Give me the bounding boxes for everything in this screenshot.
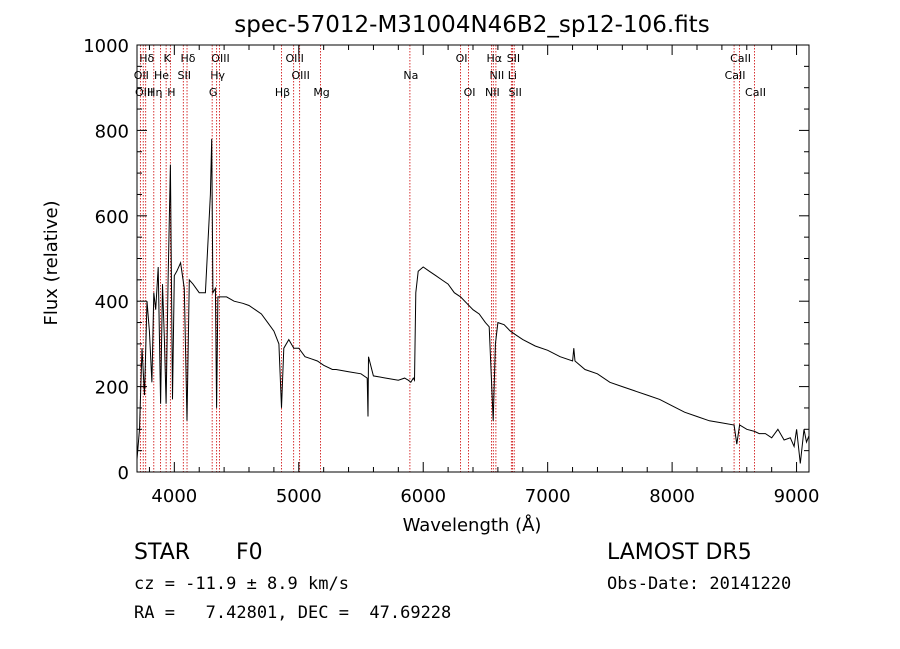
y-tick-label: 0 [118, 463, 129, 484]
spectral-line-label: OIII [211, 52, 229, 65]
spectral-line-label: H [167, 86, 175, 99]
y-tick-label: 800 [95, 121, 129, 142]
plot-axes: 4000 5000 6000 7000 8000 9000 0 200 400 600 800 100… [83, 36, 819, 507]
spectral-line-label: CaII [730, 52, 751, 65]
x-tick-label: 5000 [276, 486, 322, 507]
spectral-line-label: OII [134, 69, 149, 82]
spectral-line-label: SII [508, 86, 521, 99]
x-tick-label: 9000 [774, 486, 820, 507]
x-tick-label: 6000 [400, 486, 446, 507]
spectral-line-label: He [154, 69, 169, 82]
spectral-line-label: NII [485, 86, 500, 99]
spectral-line-label: CaII [745, 86, 766, 99]
spectral-line-label: OIII [285, 52, 303, 65]
spectral-line-label: SII [507, 52, 520, 65]
spectral-line-label: Hγ [210, 69, 225, 82]
plot-frame [136, 44, 810, 473]
object-subclass: F0 [236, 540, 263, 565]
spectral-line-label: Hδ [139, 52, 154, 65]
spectral-line-label: G [209, 86, 218, 99]
y-tick-label: 400 [95, 292, 129, 313]
chart-title: spec-57012-M31004N46B2_sp12-106.fits [234, 12, 709, 38]
spectral-line-label: SII [178, 69, 191, 82]
spectral-line-label: OIII [135, 86, 153, 99]
spectral-line-label: Mg [313, 86, 329, 99]
spectral-line-label: K [164, 52, 172, 65]
spectral-line-label: Hα [487, 52, 503, 65]
redshift-velocity: cz = -11.9 ± 8.9 km/s [134, 574, 349, 594]
spectral-line-label: Li [508, 69, 517, 82]
x-axis-label: Wavelength (Å) [403, 514, 542, 536]
spectral-line-label: Hβ [275, 86, 290, 99]
y-axis-label: Flux (relative) [41, 200, 62, 325]
y-tick-label: 200 [95, 378, 129, 399]
spectral-line-label: Hδ [181, 52, 196, 65]
x-tick-label: 4000 [151, 486, 197, 507]
spectrum-series-line [136, 138, 810, 464]
object-class: STAR [134, 540, 191, 565]
spectral-line-label: Na [403, 69, 418, 82]
observation-date: Obs-Date: 20141220 [607, 574, 792, 594]
spectral-line-label: OI [464, 86, 476, 99]
x-tick-label: 7000 [525, 486, 571, 507]
survey-name: LAMOST DR5 [607, 540, 752, 565]
spectral-line-label: NII [490, 69, 505, 82]
x-tick-label: 8000 [649, 486, 695, 507]
ra-dec-coordinates: RA = 7.42801, DEC = 47.69228 [134, 603, 452, 623]
emission-line-markers: Hδ K Hδ OIII OIII OI Hα SII CaII OII He SII Hγ OIII Na… [134, 45, 766, 472]
spectral-line-label: Hη [147, 86, 162, 99]
spectral-line-label: OIII [291, 69, 309, 82]
y-tick-label: 600 [95, 207, 129, 228]
spectral-line-label: OI [456, 52, 468, 65]
spectral-line-label: CaII [725, 69, 746, 82]
y-tick-label: 1000 [83, 36, 129, 57]
